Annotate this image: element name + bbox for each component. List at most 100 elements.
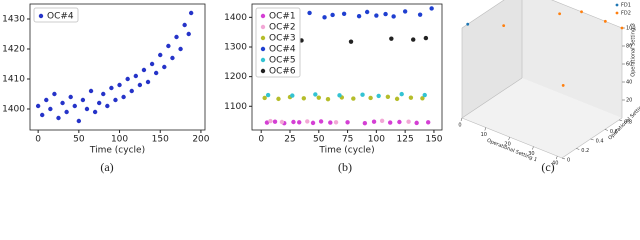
point <box>121 94 126 100</box>
point <box>420 96 425 101</box>
point <box>276 96 281 102</box>
y-tick <box>576 148 580 150</box>
y-tick-label: 0.8 <box>624 119 632 125</box>
point <box>84 106 90 112</box>
point <box>356 13 362 19</box>
point <box>162 64 167 70</box>
y-tick-label: 0 <box>567 158 570 164</box>
point <box>145 79 151 85</box>
legend-marker <box>260 46 266 52</box>
point <box>391 14 396 19</box>
point <box>305 119 310 124</box>
pane-back <box>522 0 622 118</box>
legend-marker <box>615 3 619 7</box>
point <box>417 12 423 17</box>
point <box>351 96 356 101</box>
point <box>68 94 73 100</box>
point <box>290 93 295 98</box>
legend-box <box>255 7 301 78</box>
point <box>348 39 354 44</box>
point <box>182 22 187 28</box>
y-tick-label: 1400 <box>224 13 247 23</box>
legend-label: OC#5 <box>269 56 296 66</box>
z-tick-label: 100 <box>626 26 636 32</box>
point <box>341 11 347 16</box>
x-tick <box>556 156 558 160</box>
x-tick <box>484 127 487 131</box>
point <box>425 120 431 125</box>
point <box>466 22 470 26</box>
point <box>96 100 102 106</box>
x-tick <box>460 117 463 122</box>
point <box>364 9 370 15</box>
point <box>411 37 416 42</box>
x-tick-label: 50 <box>313 135 325 145</box>
pane-left <box>462 0 522 118</box>
point <box>408 95 414 100</box>
point <box>406 119 411 124</box>
y-tick-label: 0.6 <box>610 129 618 135</box>
y-tick-label: 1100 <box>224 102 247 112</box>
legend-marker <box>260 24 266 30</box>
point <box>389 36 394 41</box>
point <box>423 35 429 41</box>
legend-marker <box>260 35 266 41</box>
point <box>558 12 562 16</box>
legend-label: FD1 <box>621 3 631 9</box>
x-tick-label: 40 <box>552 161 558 167</box>
point <box>310 120 316 126</box>
x-tick-label: 20 <box>504 142 510 148</box>
point <box>301 96 307 101</box>
x-tick-label: 25 <box>284 135 295 145</box>
point <box>129 88 134 94</box>
y-tick <box>590 138 594 141</box>
x-tick-label: 30 <box>528 151 534 157</box>
point <box>387 120 393 125</box>
point <box>316 95 321 100</box>
point <box>603 19 607 23</box>
point <box>422 92 427 98</box>
x-tick-label: 10 <box>481 132 487 138</box>
point <box>101 91 106 97</box>
legend-marker <box>38 13 44 19</box>
x-tick-label: 150 <box>425 135 442 145</box>
plot-frame <box>251 3 443 131</box>
x-axis-label: Time (cycle) <box>89 146 145 156</box>
point <box>64 109 69 115</box>
box-edge <box>461 77 523 119</box>
point <box>52 91 57 97</box>
x-tick-label: 0 <box>258 135 264 145</box>
x-tick-label: 200 <box>192 135 209 145</box>
point <box>186 31 191 37</box>
point <box>265 92 271 98</box>
caption: (c) <box>541 160 554 174</box>
point <box>318 119 324 124</box>
point <box>76 118 82 124</box>
z-tick-label: 80 <box>626 44 632 50</box>
x-tick <box>532 146 534 150</box>
z-tick-label: 60 <box>626 62 632 68</box>
x-tick <box>508 136 510 141</box>
x-tick-label: 0 <box>458 123 461 129</box>
legend-box <box>33 7 79 23</box>
point <box>502 24 506 28</box>
point <box>429 6 434 11</box>
point <box>92 109 98 115</box>
point <box>35 103 41 109</box>
y-tick-label: 1300 <box>224 42 247 52</box>
point <box>313 92 318 97</box>
point <box>394 96 400 102</box>
point <box>133 73 139 79</box>
point <box>620 26 624 30</box>
point <box>166 43 171 49</box>
x-axis-label: Time (cycle) <box>318 146 374 156</box>
point <box>88 88 94 94</box>
point <box>333 120 339 125</box>
point <box>414 120 419 126</box>
x-tick-label: 100 <box>368 135 385 145</box>
point <box>307 10 312 16</box>
point <box>374 13 379 18</box>
y-tick <box>561 157 566 160</box>
box-edge <box>461 0 505 29</box>
